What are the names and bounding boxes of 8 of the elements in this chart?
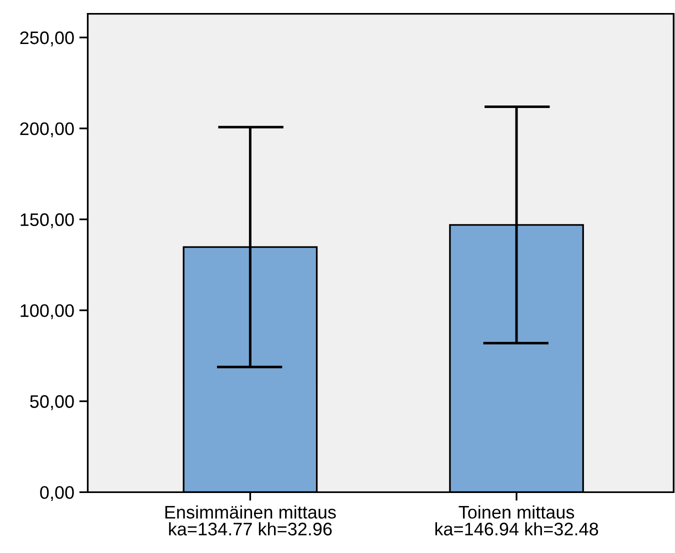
y-tick-label: 250,00 xyxy=(20,31,74,46)
y-tick-label: 50,00 xyxy=(30,395,74,410)
y-tick-label: 200,00 xyxy=(20,122,74,138)
x-tick-label: Toinen mittaus ka=146.94 kh=32.48 xyxy=(435,505,598,536)
y-tick-label: 0,00 xyxy=(40,486,74,502)
y-tick-label: 150,00 xyxy=(20,213,74,228)
y-tick-label: 100,00 xyxy=(20,304,74,320)
x-tick-label: Ensimmäinen mittaus ka=134.77 kh=32.96 xyxy=(165,505,336,536)
